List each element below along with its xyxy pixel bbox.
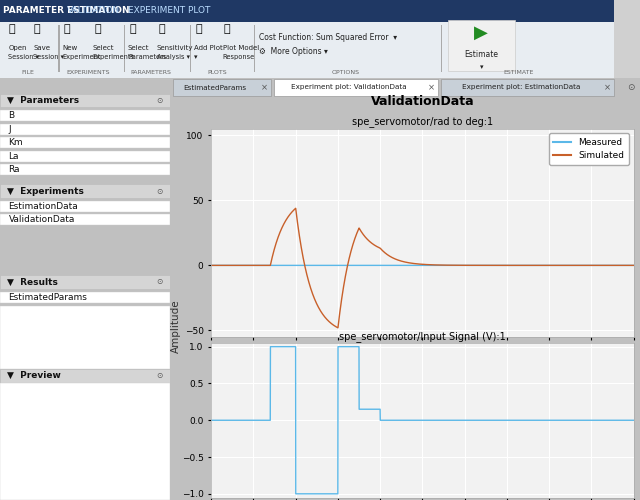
Bar [0,369,170,382]
Bar [0,306,170,369]
Text: ▼  Parameters: ▼ Parameters [7,96,79,105]
Text: ⊙: ⊙ [627,83,634,92]
Text: ⊙: ⊙ [156,278,163,286]
Bar [0,124,170,134]
Text: PARAMETERS: PARAMETERS [131,70,172,74]
Text: ▾: ▾ [479,64,483,70]
Bar [0,184,170,198]
Legend: Measured, Simulated: Measured, Simulated [548,133,629,164]
Text: EXPERIMENTS: EXPERIMENTS [67,70,110,74]
Bar [614,0,640,78]
Bar [0,214,170,226]
Bar [0,22,640,78]
Text: Cost Function: Sum Squared Error  ▾: Cost Function: Sum Squared Error ▾ [259,32,397,42]
Bar [124,25,125,72]
Text: Select: Select [128,45,150,51]
Text: 📁: 📁 [8,24,15,34]
Text: Km: Km [8,138,23,147]
Bar [0,137,170,148]
Text: Experiment: Experiment [63,54,101,60]
Text: Ra: Ra [8,165,20,174]
Text: 🖼: 🖼 [95,24,101,34]
Text: EstimatedParams: EstimatedParams [184,84,246,90]
Bar [0,275,170,289]
Text: VALIDATION: VALIDATION [67,6,120,16]
Text: ×: × [428,83,435,92]
Bar [0,110,170,121]
Bar [0,150,170,162]
Bar [0,94,170,107]
Text: PARAMETER ESTIMATION: PARAMETER ESTIMATION [3,6,130,16]
Text: ×: × [604,83,611,92]
Text: OPTIONS: OPTIONS [332,70,360,74]
Text: Experiment plot: ValidationData: Experiment plot: ValidationData [291,84,407,90]
Bar [0,201,170,212]
Bar [0,0,640,22]
Text: EXPERIMENT PLOT: EXPERIMENT PLOT [128,6,211,16]
Text: Analysis ▾: Analysis ▾ [157,54,190,60]
Text: Add Plot: Add Plot [194,45,223,51]
Text: B: B [8,111,15,120]
Text: Session ▾: Session ▾ [33,54,64,60]
Text: 📊: 📊 [159,24,165,34]
Text: 🖼: 🖼 [64,24,70,34]
Text: La: La [8,152,19,160]
Text: 💾: 💾 [33,24,40,34]
Text: EstimationData: EstimationData [8,202,78,211]
Text: ▾: ▾ [194,54,197,60]
Text: Response: Response [223,54,255,60]
Bar [441,25,442,72]
Text: 📉: 📉 [224,24,230,34]
Text: ▶: ▶ [474,24,488,42]
Text: ⊙: ⊙ [156,96,163,105]
Text: ValidationData: ValidationData [8,216,75,224]
Text: ⚙  More Options ▾: ⚙ More Options ▾ [259,46,328,56]
Text: Session ▾: Session ▾ [8,54,39,60]
Bar [0,382,170,500]
Text: Select: Select [92,45,114,51]
Text: Parameters: Parameters [128,54,166,60]
Text: ▼  Experiments: ▼ Experiments [7,186,84,196]
Text: ⊙: ⊙ [156,372,163,380]
Text: J: J [8,124,11,134]
Bar [173,78,271,96]
Text: 📋: 📋 [195,24,202,34]
Text: ⊙: ⊙ [156,186,163,196]
Bar [0,292,170,302]
Text: Experiment plot: EstimationData: Experiment plot: EstimationData [461,84,580,90]
Text: EstimatedParams: EstimatedParams [8,292,87,302]
Text: New: New [63,45,78,51]
Text: Save: Save [33,45,51,51]
Text: Open: Open [8,45,27,51]
Text: ValidationData: ValidationData [371,95,474,108]
Text: Sensitivity: Sensitivity [157,45,193,51]
Bar [254,25,255,72]
Bar [448,20,515,72]
Title: spe_servomotor/rad to deg:1: spe_servomotor/rad to deg:1 [352,116,493,128]
Text: PLOTS: PLOTS [208,70,227,74]
Text: Estimate: Estimate [464,50,499,58]
Bar [58,25,60,72]
Bar [190,25,191,72]
Text: FILE: FILE [21,70,34,74]
Title: spe_servomotor/Input Signal (V):1: spe_servomotor/Input Signal (V):1 [339,331,506,342]
Text: Experiments: Experiments [92,54,134,60]
Text: ▼  Preview: ▼ Preview [7,372,61,380]
Text: Plot Model: Plot Model [223,45,259,51]
Text: 🖼: 🖼 [129,24,136,34]
Text: ×: × [260,83,268,92]
Text: ESTIMATE: ESTIMATE [503,70,534,74]
Text: ▼  Results: ▼ Results [7,278,58,286]
Bar [275,78,438,96]
Bar [442,78,614,96]
Text: Amplitude: Amplitude [171,300,181,354]
Bar [0,164,170,175]
